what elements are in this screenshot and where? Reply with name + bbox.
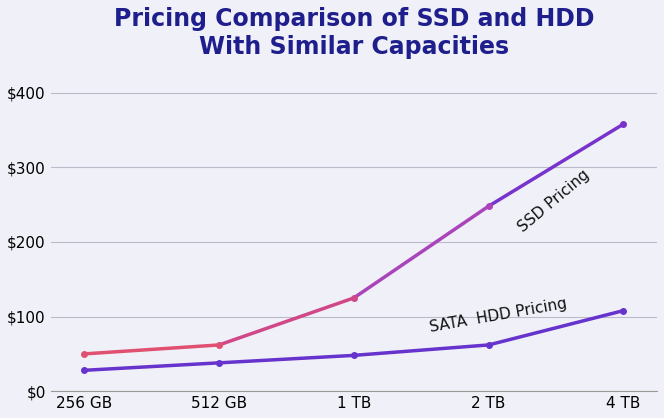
Title: Pricing Comparison of SSD and HDD
With Similar Capacities: Pricing Comparison of SSD and HDD With S… [114,7,594,59]
Text: SATA  HDD Pricing: SATA HDD Pricing [428,296,568,335]
Text: SSD Pricing: SSD Pricing [515,166,592,234]
